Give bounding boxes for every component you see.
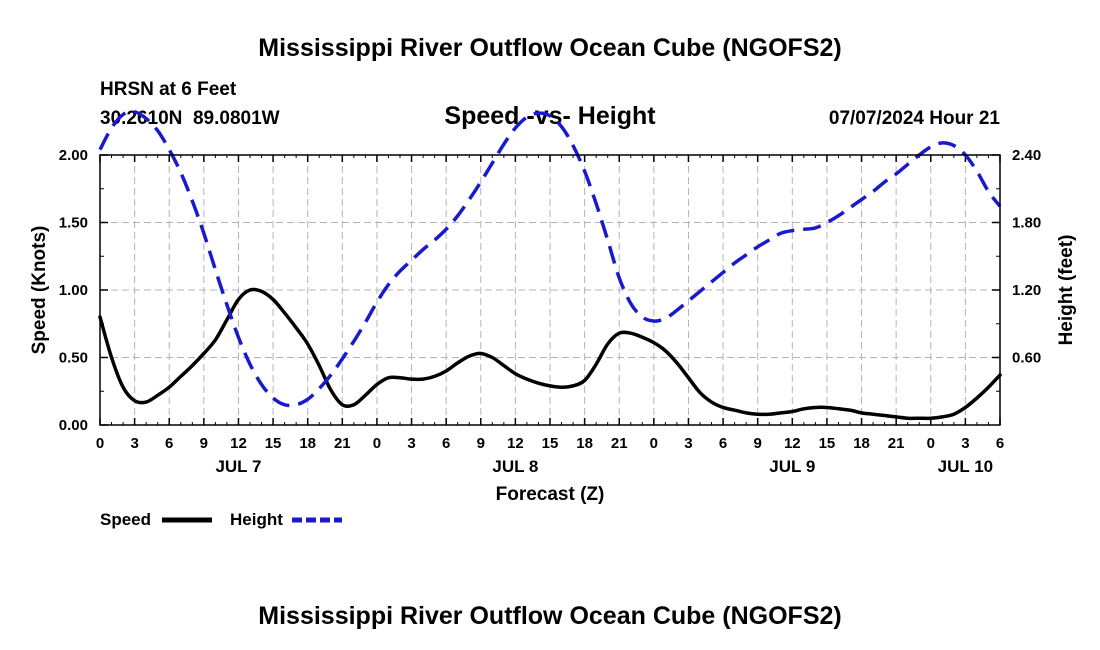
x-tick-label: 18 — [853, 435, 870, 452]
x-tick-label: 0 — [373, 435, 381, 452]
page-title-bottom: Mississippi River Outflow Ocean Cube (NG… — [258, 602, 841, 630]
y-axis-label: Speed (Knots) — [29, 226, 50, 355]
x-tick-label: 12 — [230, 435, 247, 452]
x-tick-label: 15 — [819, 435, 836, 452]
x-tick-label: 0 — [927, 435, 935, 452]
x-tick-label: 0 — [650, 435, 658, 452]
y2-tick-label: 1.20 — [1012, 282, 1041, 299]
plot-frame — [99, 154, 1001, 426]
x-tick-label: 9 — [200, 435, 208, 452]
x-tick-label: 6 — [165, 435, 173, 452]
x-tick-label: 3 — [684, 435, 692, 452]
y-tick-label: 0.50 — [59, 350, 88, 367]
y2-tick-label: 1.80 — [1012, 215, 1041, 232]
legend: Speed Height — [100, 510, 342, 529]
y-tick-label: 2.00 — [59, 147, 88, 164]
day-label: JUL 10 — [938, 457, 993, 476]
page-title: Mississippi River Outflow Ocean Cube (NG… — [258, 34, 841, 62]
y2-tick-label: 0.60 — [1012, 350, 1041, 367]
x-tick-label: 0 — [96, 435, 104, 452]
legend-label-speed: Speed — [100, 510, 151, 529]
legend-label-height: Height — [230, 510, 283, 529]
series-line-height — [98, 109, 1002, 408]
x-tick-label: 9 — [477, 435, 485, 452]
x-tick-label: 21 — [888, 435, 905, 452]
day-label: JUL 9 — [769, 457, 815, 476]
x-tick-label: 12 — [507, 435, 524, 452]
y-tick-label: 1.50 — [59, 215, 88, 232]
station-location: 30.2610N 89.0801W — [100, 108, 280, 129]
y2-tick-label: 2.40 — [1012, 147, 1041, 164]
x-tick-label: 9 — [754, 435, 762, 452]
y-tick-label: 1.00 — [59, 282, 88, 299]
day-label: JUL 7 — [215, 457, 261, 476]
x-tick-label: 6 — [719, 435, 727, 452]
x-tick-label: 6 — [996, 435, 1004, 452]
y-tick-label: 0.00 — [59, 417, 88, 434]
x-tick-label: 3 — [407, 435, 415, 452]
x-tick-label: 15 — [265, 435, 282, 452]
series-line-speed — [98, 287, 1002, 421]
x-tick-label: 15 — [542, 435, 559, 452]
y2-axis-label: Height (feet) — [1056, 235, 1077, 346]
data-series — [98, 109, 1002, 421]
tick-labels: 0 3 6 9 12 15 18 21 0 3 6 9 12 15 18 21 0 3 6 9 12 15 18 21 0 3 6J… — [59, 147, 1041, 476]
x-tick-label: 3 — [961, 435, 969, 452]
x-axis-label: Forecast (Z) — [496, 484, 605, 505]
run-time: 07/07/2024 Hour 21 — [829, 108, 1001, 129]
x-tick-label: 12 — [784, 435, 801, 452]
station-name: HRSN at 6 Feet — [100, 79, 237, 100]
x-tick-label: 21 — [611, 435, 628, 452]
day-label: JUL 8 — [492, 457, 538, 476]
x-tick-label: 3 — [130, 435, 138, 452]
x-tick-label: 21 — [334, 435, 351, 452]
x-tick-label: 18 — [299, 435, 316, 452]
x-tick-label: 18 — [576, 435, 593, 452]
x-tick-label: 6 — [442, 435, 450, 452]
